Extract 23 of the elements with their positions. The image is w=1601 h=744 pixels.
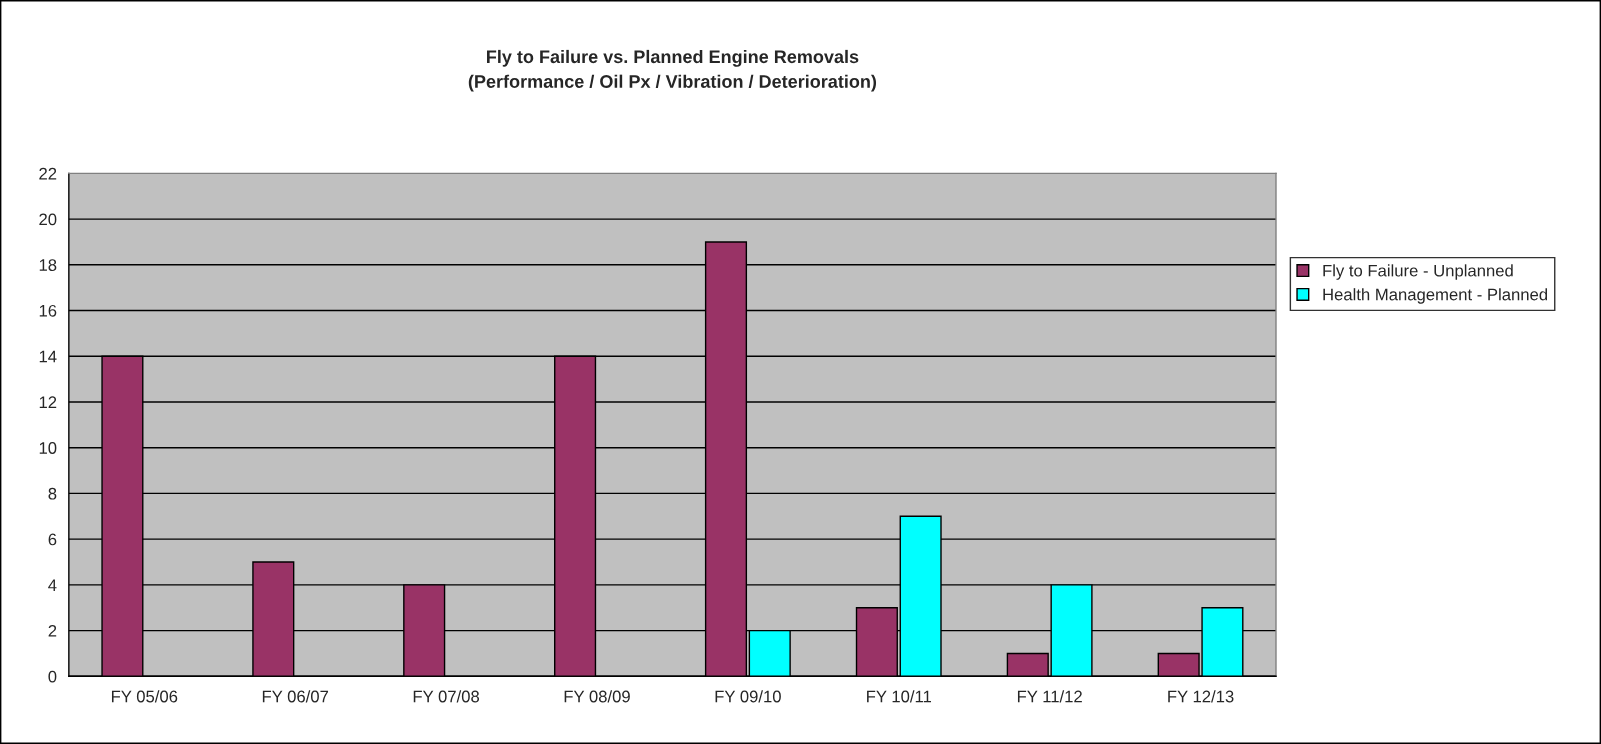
y-tick-label: 20	[39, 213, 57, 226]
x-tick-label: FY 08/09	[564, 690, 630, 703]
y-tick-label: 0	[48, 670, 57, 683]
y-tick-label: 18	[39, 259, 57, 271]
x-tick-label: FY 05/06	[111, 690, 178, 703]
legend-label: Fly to Failure - Unplanned	[1323, 264, 1513, 280]
x-tick-label: FY 10/11	[867, 690, 932, 703]
y-tick-label: 12	[39, 396, 57, 408]
x-tick-label: FY 12/13	[1168, 690, 1234, 703]
legend-label: Health Management - Planned	[1323, 288, 1548, 304]
x-tick-label: FY 06/07	[262, 690, 329, 703]
x-tick-label: FY 11/12	[1017, 690, 1082, 703]
y-tick-label: 22	[39, 167, 57, 180]
y-tick-label: 8	[48, 487, 57, 500]
y-tick-label: 14	[39, 350, 57, 363]
y-tick-label: 6	[48, 533, 57, 546]
y-tick-label: 10	[39, 442, 57, 454]
x-tick-label: FY 09/10	[715, 690, 781, 703]
y-tick-label: 2	[48, 624, 57, 637]
y-tick-label: 4	[48, 579, 57, 591]
x-tick-label: FY 07/08	[413, 690, 480, 703]
y-tick-label: 16	[39, 304, 57, 317]
chart-title: Fly to Failure vs. Planned Engine Removals (Performance / Oil Px / Vibration / Deterioration)	[468, 49, 877, 92]
